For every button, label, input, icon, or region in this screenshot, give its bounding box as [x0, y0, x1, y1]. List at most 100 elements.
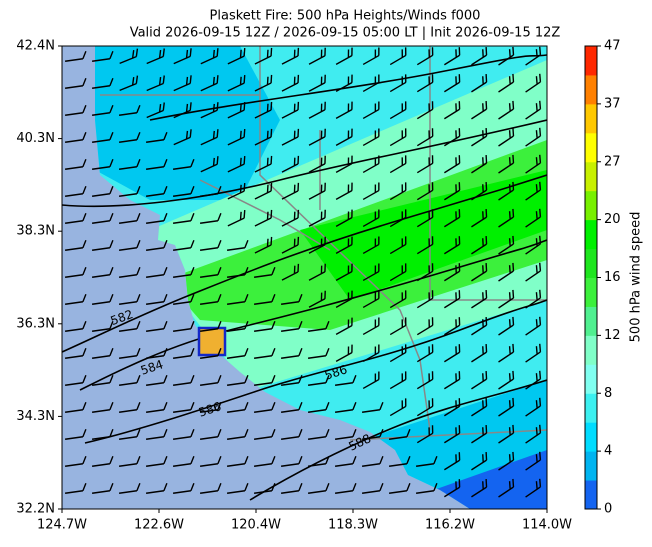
barb-glyph [471, 101, 488, 120]
wind-barb [64, 50, 87, 62]
barb-glyph [498, 451, 515, 471]
wind-barb [118, 347, 141, 359]
barb-glyph [254, 155, 273, 173]
wind-barb [307, 428, 330, 440]
y-tick-label: 38.3N [16, 224, 55, 239]
wind-barb [525, 451, 542, 471]
barb-glyph [226, 401, 249, 413]
barb-glyph [525, 451, 542, 471]
wind-barb [498, 208, 515, 228]
wind-barb [389, 182, 407, 201]
wind-barb [254, 47, 273, 65]
wind-barb [118, 374, 141, 386]
barb-glyph [361, 455, 384, 467]
barb-glyph [362, 182, 380, 201]
y-tick-label: 42.4N [16, 39, 55, 54]
wind-barb [281, 182, 300, 200]
barb-glyph [416, 317, 434, 336]
wind-barb [307, 401, 330, 413]
barb-glyph [118, 131, 141, 143]
wind-barb [64, 374, 87, 386]
wind-barb [254, 155, 273, 173]
wind-barb [227, 183, 246, 200]
barb-glyph [362, 74, 380, 93]
wind-barb [444, 236, 461, 255]
wind-barb [145, 266, 168, 278]
barb-glyph [199, 212, 222, 224]
barb-glyph [64, 131, 87, 143]
y-tick-label: 32.2N [16, 502, 55, 517]
wind-barb [91, 374, 114, 386]
wind-barb [335, 344, 353, 362]
barb-glyph [64, 50, 87, 62]
barb-glyph [444, 155, 461, 174]
wind-barb [335, 47, 353, 65]
barb-glyph [444, 317, 461, 336]
wind-barb [498, 181, 515, 201]
barb-glyph [525, 100, 542, 120]
barb-glyph [145, 428, 168, 440]
barb-glyph [64, 266, 87, 278]
wind-barb [281, 74, 300, 92]
wind-barb [118, 158, 141, 170]
wind-barb [281, 128, 300, 146]
barb-glyph [281, 128, 300, 146]
wind-barb [91, 158, 114, 170]
wind-barb [172, 374, 195, 386]
barb-glyph [91, 347, 114, 359]
wind-barb [91, 266, 114, 278]
wind-barb [119, 48, 139, 65]
colorbar-segment [585, 248, 597, 278]
wind-barb [498, 235, 515, 255]
wind-barb [253, 401, 276, 413]
wind-barb [280, 455, 303, 467]
barb-glyph [281, 209, 300, 227]
wind-barb [145, 185, 168, 197]
wind-barb [226, 320, 249, 332]
colorbar-segment [585, 277, 597, 307]
wind-barb [416, 290, 434, 309]
contour-label: 586 [197, 399, 223, 419]
wind-barb [226, 455, 249, 467]
barb-glyph [200, 48, 219, 65]
wind-barb [498, 262, 515, 282]
colorbar-segment [585, 480, 597, 510]
wind-barb [281, 209, 300, 227]
wind-barb [226, 401, 249, 413]
wind-barb [64, 428, 87, 440]
barb-glyph [199, 374, 222, 386]
wind-barb [415, 455, 438, 467]
wind-barb [91, 239, 114, 251]
wind-barb [471, 263, 488, 282]
barb-glyph [172, 239, 195, 251]
barb-glyph [199, 428, 222, 440]
wind-barb [389, 209, 407, 228]
wind-barb [172, 347, 195, 359]
y-tick-label: 34.3N [16, 409, 55, 424]
wind-barb [91, 131, 114, 143]
barb-glyph [254, 182, 273, 200]
wind-barb [471, 452, 488, 471]
colorbar-segment [585, 306, 597, 336]
barb-glyph [308, 290, 326, 308]
wind-barb [280, 428, 303, 440]
wind-barb [415, 482, 438, 494]
barb-glyph [362, 290, 380, 309]
barb-glyph [498, 208, 515, 228]
barb-glyph [145, 455, 168, 467]
wind-barb [416, 263, 434, 282]
wind-barb [91, 320, 114, 332]
wind-barb [172, 158, 195, 170]
colorbar-segment [585, 103, 597, 134]
barb-glyph [253, 374, 276, 386]
barb-glyph [416, 155, 434, 174]
barb-glyph [335, 128, 353, 146]
wind-barb [254, 182, 273, 200]
wind-barb [498, 478, 515, 498]
wind-shading [95, 46, 547, 509]
barb-glyph [334, 401, 357, 413]
wind-barb [200, 102, 219, 119]
wind-barb [226, 293, 249, 305]
barb-glyph [362, 317, 380, 336]
